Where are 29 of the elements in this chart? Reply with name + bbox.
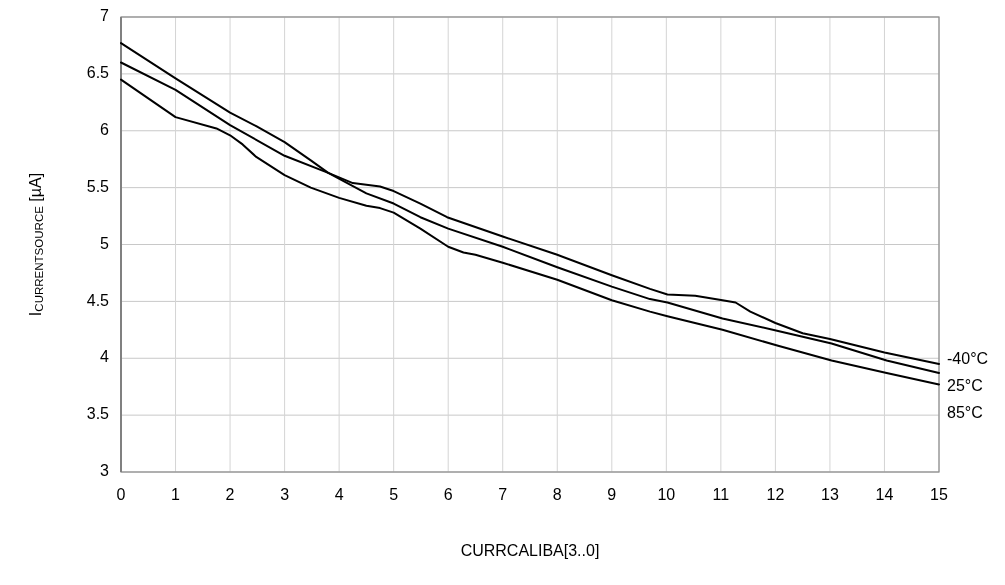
y-tick-label: 6 [100,120,110,138]
x-tick-label: 12 [766,486,785,503]
x-tick-label: 10 [657,486,676,503]
x-tick-label: 15 [930,486,948,503]
x-tick-label: 3 [280,486,290,503]
x-tick-label: 5 [389,486,399,503]
y-tick-label: 4 [100,348,110,366]
series-label: 85°C [947,404,983,422]
x-tick-label: 8 [552,486,562,503]
x-tick-label: 4 [334,486,344,503]
y-tick-label: 7 [100,7,110,25]
y-tick-label: 3.5 [86,405,110,423]
series-label: 25°C [947,377,983,395]
y-tick-label: 6.5 [86,64,110,82]
x-axis-title: CURRCALIBA[3..0] [460,542,600,559]
series-label: -40°C [947,350,989,368]
x-tick-label: 11 [712,486,730,503]
x-tick-label: 6 [443,486,453,503]
x-tick-label: 1 [171,486,181,503]
x-tick-label: 7 [498,486,508,503]
y-tick-label: 3 [100,462,110,480]
x-tick-label: 14 [875,486,894,503]
x-tick-label: 2 [225,486,235,503]
x-tick-label: 0 [116,486,126,503]
y-tick-label: 5.5 [86,177,110,195]
x-tick-label: 13 [821,486,839,503]
y-tick-label: 5 [100,234,110,252]
y-tick-label: 4.5 [86,291,110,309]
x-tick-label: 9 [607,486,617,503]
